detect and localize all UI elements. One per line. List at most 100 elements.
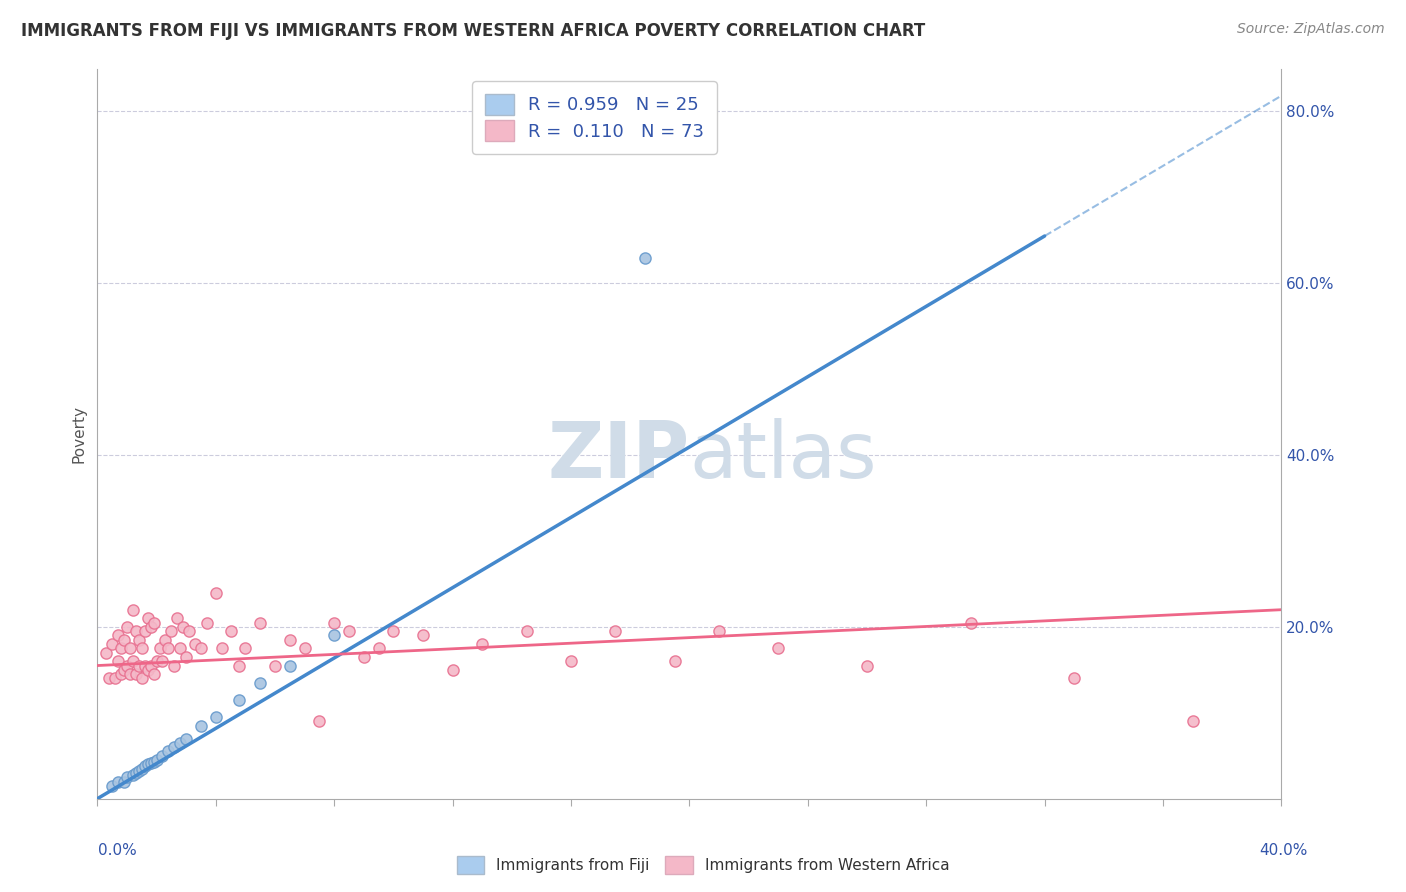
Point [107, 774, 129, 789]
Point [134, 759, 156, 773]
Point [131, 672, 153, 686]
Point [1181, 714, 1204, 729]
Point [174, 731, 197, 746]
Point [112, 663, 135, 677]
Point [122, 603, 145, 617]
Point [190, 719, 212, 733]
Point [152, 654, 174, 668]
Point [195, 615, 218, 630]
Point [412, 628, 434, 642]
Point [323, 615, 346, 630]
Point [128, 658, 150, 673]
Point [169, 736, 191, 750]
Text: ZIP: ZIP [547, 417, 689, 493]
Point [163, 740, 186, 755]
Point [664, 654, 686, 668]
Point [142, 755, 165, 769]
Point [115, 770, 138, 784]
Point [122, 654, 145, 668]
Point [308, 714, 330, 729]
Point [139, 756, 162, 770]
Point [131, 641, 153, 656]
Text: 0.0%: 0.0% [98, 843, 138, 858]
Point [516, 624, 538, 639]
Point [219, 624, 242, 639]
Text: IMMIGRANTS FROM FIJI VS IMMIGRANTS FROM WESTERN AFRICA POVERTY CORRELATION CHART: IMMIGRANTS FROM FIJI VS IMMIGRANTS FROM … [21, 22, 925, 40]
Point [115, 620, 138, 634]
Point [766, 641, 789, 656]
Point [136, 663, 159, 677]
Point [249, 675, 271, 690]
Point [98, 672, 121, 686]
Point [139, 620, 162, 634]
Point [145, 654, 167, 668]
Point [142, 615, 165, 630]
Point [278, 632, 301, 647]
Point [264, 658, 287, 673]
Point [145, 753, 167, 767]
Point [211, 641, 233, 656]
Point [115, 658, 138, 673]
Point [278, 658, 301, 673]
Point [172, 620, 194, 634]
Point [228, 658, 250, 673]
Point [118, 667, 141, 681]
Point [112, 774, 135, 789]
Point [128, 764, 150, 779]
Point [107, 628, 129, 642]
Point [856, 658, 879, 673]
Point [560, 654, 582, 668]
Point [134, 658, 156, 673]
Point [249, 615, 271, 630]
Point [152, 748, 174, 763]
Point [337, 624, 360, 639]
Point [190, 641, 212, 656]
Point [110, 641, 132, 656]
Point [125, 667, 148, 681]
Point [959, 615, 981, 630]
Point [441, 663, 464, 677]
Text: atlas: atlas [689, 417, 877, 493]
Text: 40.0%: 40.0% [1260, 843, 1308, 858]
Y-axis label: Poverty: Poverty [72, 405, 86, 463]
Point [110, 667, 132, 681]
Point [155, 632, 177, 647]
Point [101, 779, 124, 793]
Point [605, 624, 627, 639]
Point [136, 757, 159, 772]
Point [228, 693, 250, 707]
Point [174, 649, 197, 664]
Point [169, 641, 191, 656]
Point [634, 251, 657, 265]
Point [142, 667, 165, 681]
Point [294, 641, 316, 656]
Legend: Immigrants from Fiji, Immigrants from Western Africa: Immigrants from Fiji, Immigrants from We… [450, 850, 956, 880]
Point [367, 641, 389, 656]
Point [204, 585, 226, 599]
Point [125, 624, 148, 639]
Point [707, 624, 730, 639]
Point [323, 628, 346, 642]
Point [134, 624, 156, 639]
Point [101, 637, 124, 651]
Point [160, 624, 183, 639]
Point [118, 641, 141, 656]
Point [179, 624, 201, 639]
Point [125, 766, 148, 780]
Point [96, 646, 118, 660]
Text: Source: ZipAtlas.com: Source: ZipAtlas.com [1237, 22, 1385, 37]
Point [157, 744, 180, 758]
Point [136, 611, 159, 625]
Point [204, 710, 226, 724]
Point [148, 641, 170, 656]
Point [122, 767, 145, 781]
Point [112, 632, 135, 647]
Point [107, 654, 129, 668]
Point [184, 637, 207, 651]
Point [157, 641, 180, 656]
Point [471, 637, 494, 651]
Point [128, 632, 150, 647]
Legend: R = 0.959   N = 25, R =  0.110   N = 73: R = 0.959 N = 25, R = 0.110 N = 73 [472, 81, 717, 153]
Point [1063, 672, 1085, 686]
Point [131, 762, 153, 776]
